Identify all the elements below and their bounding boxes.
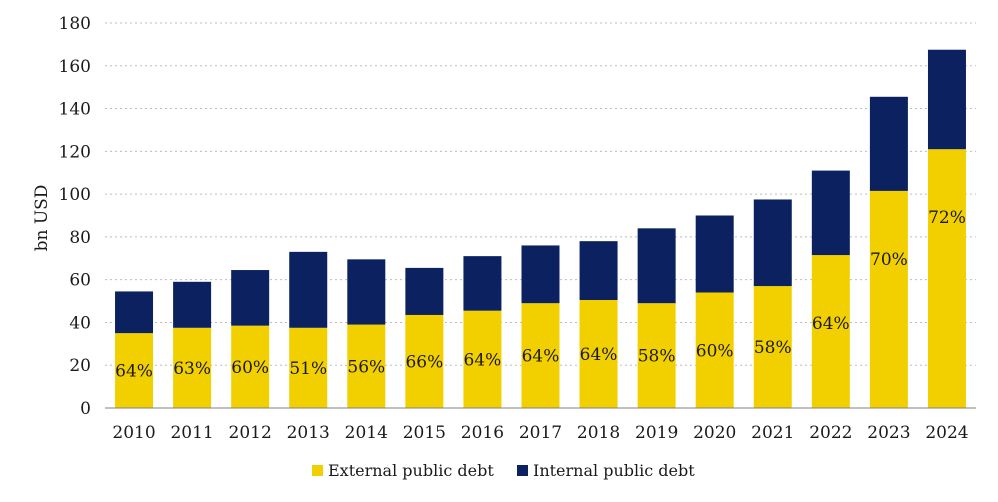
axes: 0 20 40 60 80 100 120 140 160 180 2010 2011 2012 2013… xyxy=(59,14,976,443)
y-tick-label: 120 xyxy=(59,142,91,162)
bar-data-label: 58% xyxy=(754,338,792,358)
y-tick-label: 40 xyxy=(69,313,91,333)
bar-data-label: 51% xyxy=(289,359,327,379)
bar-data-label: 58% xyxy=(638,347,676,367)
bar-external xyxy=(347,324,386,408)
x-tick-label: 2022 xyxy=(809,423,852,443)
bar-data-label: 64% xyxy=(580,345,618,365)
bar-data-label: 70% xyxy=(870,250,908,270)
legend-swatch-external xyxy=(312,465,323,476)
y-tick-label: 160 xyxy=(59,57,91,77)
bar-external xyxy=(231,325,270,408)
bar-internal xyxy=(463,256,502,311)
bar-external xyxy=(115,333,154,408)
x-tick-label: 2020 xyxy=(693,423,736,443)
bar-external xyxy=(695,292,734,408)
bar-data-label: 66% xyxy=(405,352,443,372)
bar-internal xyxy=(637,228,676,304)
bar-internal xyxy=(173,281,212,328)
bar-internal xyxy=(231,270,270,326)
bar-data-label: 64% xyxy=(522,347,560,367)
legend-item-external: External public debt xyxy=(312,461,494,480)
x-tick-label: 2023 xyxy=(867,423,910,443)
bar-internal xyxy=(869,96,908,191)
y-axis-title: bn USD xyxy=(32,185,52,252)
x-tick-label: 2015 xyxy=(403,423,446,443)
bar-external xyxy=(289,327,328,408)
bar-internal xyxy=(811,170,850,256)
x-tick-label: 2010 xyxy=(112,423,155,443)
x-tick-label: 2014 xyxy=(345,423,388,443)
bar-data-label: 63% xyxy=(173,359,211,379)
y-tick-label: 80 xyxy=(69,228,91,248)
data-labels: 64% 63% 60% 51% 56% 66% 64% 64% 64% 58% 60% 58% 64% 7… xyxy=(115,208,966,381)
y-tick-label: 60 xyxy=(69,271,91,291)
x-tick-label: 2018 xyxy=(577,423,620,443)
bar-external xyxy=(579,299,618,408)
bars xyxy=(115,49,966,408)
bar-internal xyxy=(695,215,734,293)
x-tick-label: 2024 xyxy=(925,423,968,443)
bar-external xyxy=(521,303,560,408)
y-tick-label: 140 xyxy=(59,100,91,120)
bar-data-label: 64% xyxy=(464,350,502,370)
bar-internal xyxy=(927,49,966,150)
bar-data-label: 60% xyxy=(231,358,269,378)
x-tick-label: 2017 xyxy=(519,423,562,443)
bar-external xyxy=(811,255,850,408)
bar-external xyxy=(463,310,502,408)
y-tick-label: 100 xyxy=(59,185,91,205)
bar-internal xyxy=(347,259,386,325)
bar-internal xyxy=(521,245,560,304)
bar-external xyxy=(753,286,792,408)
bar-external xyxy=(869,190,908,408)
x-tick-label: 2016 xyxy=(461,423,504,443)
bar-data-label: 72% xyxy=(928,208,966,228)
legend-item-internal: Internal public debt xyxy=(517,461,695,480)
bar-internal xyxy=(579,241,618,300)
y-tick-label: 180 xyxy=(59,14,91,34)
y-tick-label: 0 xyxy=(80,399,91,419)
x-tick-label: 2011 xyxy=(170,423,213,443)
x-tick-label: 2021 xyxy=(751,423,794,443)
bar-data-label: 64% xyxy=(115,362,153,382)
bar-data-label: 56% xyxy=(347,357,385,377)
legend-swatch-internal xyxy=(517,465,528,476)
legend: External public debt Internal public deb… xyxy=(312,461,695,480)
bar-external xyxy=(405,314,444,408)
bar-data-label: 64% xyxy=(812,314,850,334)
bar-internal xyxy=(405,267,444,315)
bar-internal xyxy=(753,199,792,287)
bar-external xyxy=(637,303,676,408)
x-tick-label: 2012 xyxy=(229,423,272,443)
legend-label-internal: Internal public debt xyxy=(533,461,695,480)
bar-internal xyxy=(115,291,154,334)
bar-internal xyxy=(289,251,328,328)
bar-data-label: 60% xyxy=(696,341,734,361)
bar-external xyxy=(927,149,966,408)
bar-external xyxy=(173,327,212,408)
x-tick-label: 2019 xyxy=(635,423,678,443)
x-tick-label: 2013 xyxy=(287,423,330,443)
legend-label-external: External public debt xyxy=(328,461,494,480)
y-tick-label: 20 xyxy=(69,356,91,376)
